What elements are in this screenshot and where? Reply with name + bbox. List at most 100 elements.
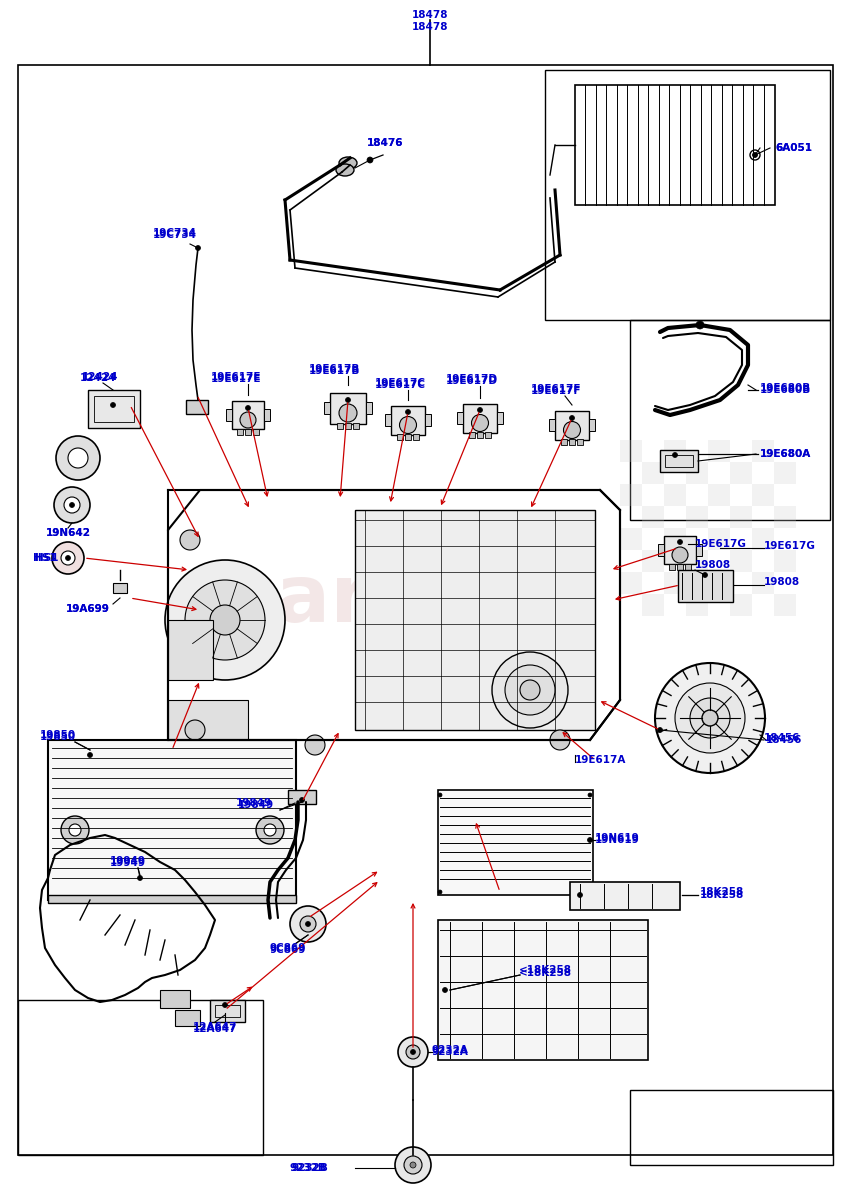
Circle shape (61, 551, 75, 565)
Circle shape (658, 727, 662, 732)
Bar (569, 439, 575, 445)
Bar (708, 528, 730, 550)
Text: 18476: 18476 (367, 138, 403, 148)
Bar (570, 882, 680, 910)
Text: <18K258: <18K258 (518, 968, 572, 978)
Bar (561, 439, 567, 445)
Circle shape (405, 409, 410, 414)
Bar (686, 462, 708, 484)
Bar (774, 550, 796, 572)
Bar (288, 790, 316, 804)
Circle shape (165, 560, 285, 680)
Circle shape (111, 402, 116, 408)
Text: 18456: 18456 (766, 734, 802, 745)
Bar (545, 70, 830, 320)
Circle shape (240, 412, 256, 428)
Bar (708, 484, 730, 506)
Bar (630, 320, 830, 520)
Bar (664, 536, 696, 564)
Bar (391, 406, 425, 434)
Text: 19E617A: 19E617A (575, 755, 626, 766)
Bar (708, 572, 730, 594)
Bar (752, 484, 774, 506)
Text: 6A051: 6A051 (775, 143, 812, 152)
Text: 12A647: 12A647 (192, 1022, 237, 1032)
Bar (658, 544, 664, 556)
Circle shape (443, 988, 448, 992)
Bar (160, 990, 190, 1008)
Text: 18478: 18478 (412, 10, 448, 20)
Text: 19849: 19849 (236, 798, 272, 808)
Bar (425, 414, 431, 426)
Bar (752, 528, 774, 550)
Circle shape (52, 542, 84, 574)
Circle shape (264, 824, 276, 836)
Text: 19E680B: 19E680B (760, 385, 811, 395)
Bar (226, 409, 232, 421)
Circle shape (410, 1162, 416, 1168)
Text: 19E617C: 19E617C (374, 380, 426, 390)
Circle shape (677, 540, 683, 545)
Bar (730, 462, 752, 484)
Text: 19E617D: 19E617D (446, 374, 498, 384)
Circle shape (56, 436, 100, 480)
Circle shape (68, 448, 88, 468)
Circle shape (588, 793, 592, 797)
Text: 18478: 18478 (412, 22, 448, 32)
Text: 9C869: 9C869 (270, 946, 306, 955)
Bar (497, 412, 503, 424)
Bar (463, 404, 497, 433)
Text: 18456: 18456 (764, 733, 801, 743)
Text: 18K258: 18K258 (700, 887, 745, 898)
Bar (353, 422, 359, 428)
Circle shape (367, 157, 373, 163)
Bar (589, 419, 595, 431)
Circle shape (117, 588, 123, 593)
Circle shape (690, 698, 730, 738)
Text: 9232B: 9232B (289, 1163, 327, 1174)
Bar (245, 428, 251, 434)
Bar (774, 506, 796, 528)
Text: 19N642: 19N642 (45, 528, 90, 538)
Circle shape (180, 530, 200, 550)
Bar (337, 422, 343, 428)
Bar (264, 409, 270, 421)
Bar (345, 422, 351, 428)
Circle shape (300, 798, 305, 803)
Bar (477, 432, 483, 438)
Circle shape (196, 246, 201, 251)
Circle shape (753, 152, 757, 157)
Text: HS1: HS1 (35, 553, 59, 563)
Bar (577, 439, 583, 445)
Text: 19A699: 19A699 (66, 604, 110, 614)
Bar (48, 895, 296, 902)
Text: 19N642: 19N642 (45, 528, 90, 538)
Bar (555, 410, 589, 440)
Bar (215, 1006, 240, 1018)
Text: 19E617F: 19E617F (531, 384, 581, 394)
Text: 19E617G: 19E617G (695, 539, 747, 550)
Bar (330, 392, 366, 424)
Bar (730, 506, 752, 528)
Bar (730, 594, 752, 616)
Circle shape (66, 556, 71, 560)
Bar (168, 700, 248, 740)
Circle shape (256, 816, 284, 844)
Bar (113, 583, 127, 593)
Text: 19E617C: 19E617C (374, 378, 426, 388)
Circle shape (290, 906, 326, 942)
Bar (696, 544, 702, 556)
Text: 12424: 12424 (80, 373, 117, 383)
Bar (168, 620, 213, 680)
Text: 19E680A: 19E680A (760, 449, 811, 458)
Bar (620, 484, 642, 506)
Circle shape (395, 1147, 431, 1183)
Circle shape (702, 710, 718, 726)
Text: 19E680B: 19E680B (760, 383, 811, 392)
Bar (730, 550, 752, 572)
Bar (660, 450, 698, 472)
Bar (685, 564, 691, 570)
Bar (642, 594, 664, 616)
Circle shape (245, 406, 250, 410)
Bar (774, 462, 796, 484)
